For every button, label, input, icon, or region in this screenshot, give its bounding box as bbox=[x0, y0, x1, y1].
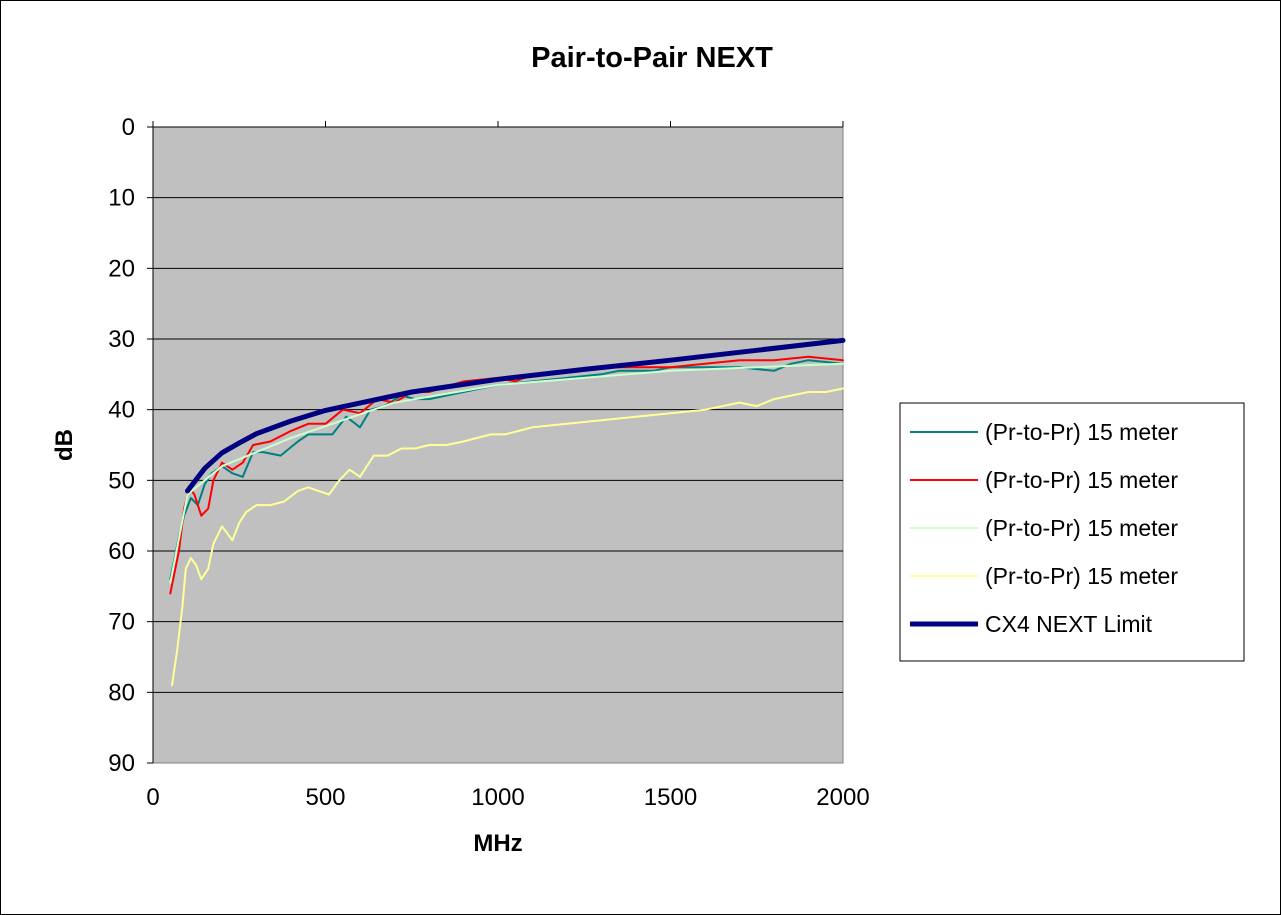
y-tick-label: 90 bbox=[108, 750, 135, 777]
series-line-3 bbox=[169, 362, 844, 584]
x-tick-label: 500 bbox=[305, 784, 345, 811]
y-tick-label: 20 bbox=[108, 255, 135, 282]
legend-label: (Pr-to-Pr) 15 meter bbox=[985, 467, 1178, 493]
y-tick-label: 0 bbox=[122, 114, 135, 141]
y-axis-title: dB bbox=[51, 429, 78, 461]
y-tick-label: 40 bbox=[108, 397, 135, 424]
legend: (Pr-to-Pr) 15 meter (Pr-to-Pr) 15 meter (P… bbox=[910, 419, 1178, 637]
y-tick-label: 10 bbox=[108, 185, 135, 212]
y-tick-label: 30 bbox=[108, 326, 135, 353]
legend-label: (Pr-to-Pr) 15 meter bbox=[985, 515, 1178, 541]
y-tick-label: 50 bbox=[108, 467, 135, 494]
series-line-2 bbox=[169, 355, 844, 595]
legend-label: CX4 NEXT Limit bbox=[985, 611, 1153, 637]
y-tick-label: 80 bbox=[108, 679, 135, 706]
y-tick-label: 60 bbox=[108, 538, 135, 565]
x-axis-title: MHz bbox=[473, 830, 522, 857]
y-tick-label: 70 bbox=[108, 609, 135, 636]
x-tick-label: 0 bbox=[146, 784, 159, 811]
series-line-5 bbox=[185, 337, 846, 494]
axes bbox=[147, 121, 844, 764]
chart-title: Pair-to-Pair NEXT bbox=[531, 42, 773, 74]
x-tick-labels: 0 500 1000 1500 2000 bbox=[146, 784, 869, 811]
x-tick-label: 1500 bbox=[644, 784, 697, 811]
legend-label: (Pr-to-Pr) 15 meter bbox=[985, 563, 1178, 589]
legend-box bbox=[899, 402, 1245, 662]
x-tick-label: 1000 bbox=[471, 784, 524, 811]
series-line-4 bbox=[171, 387, 844, 687]
series-lines bbox=[169, 337, 846, 687]
x-tick-label: 2000 bbox=[816, 784, 869, 811]
plot-area bbox=[152, 126, 844, 764]
grid-lines bbox=[153, 197, 843, 693]
legend-label: (Pr-to-Pr) 15 meter bbox=[985, 419, 1178, 445]
y-tick-labels: 0 10 20 30 40 50 60 70 80 90 bbox=[108, 114, 135, 777]
